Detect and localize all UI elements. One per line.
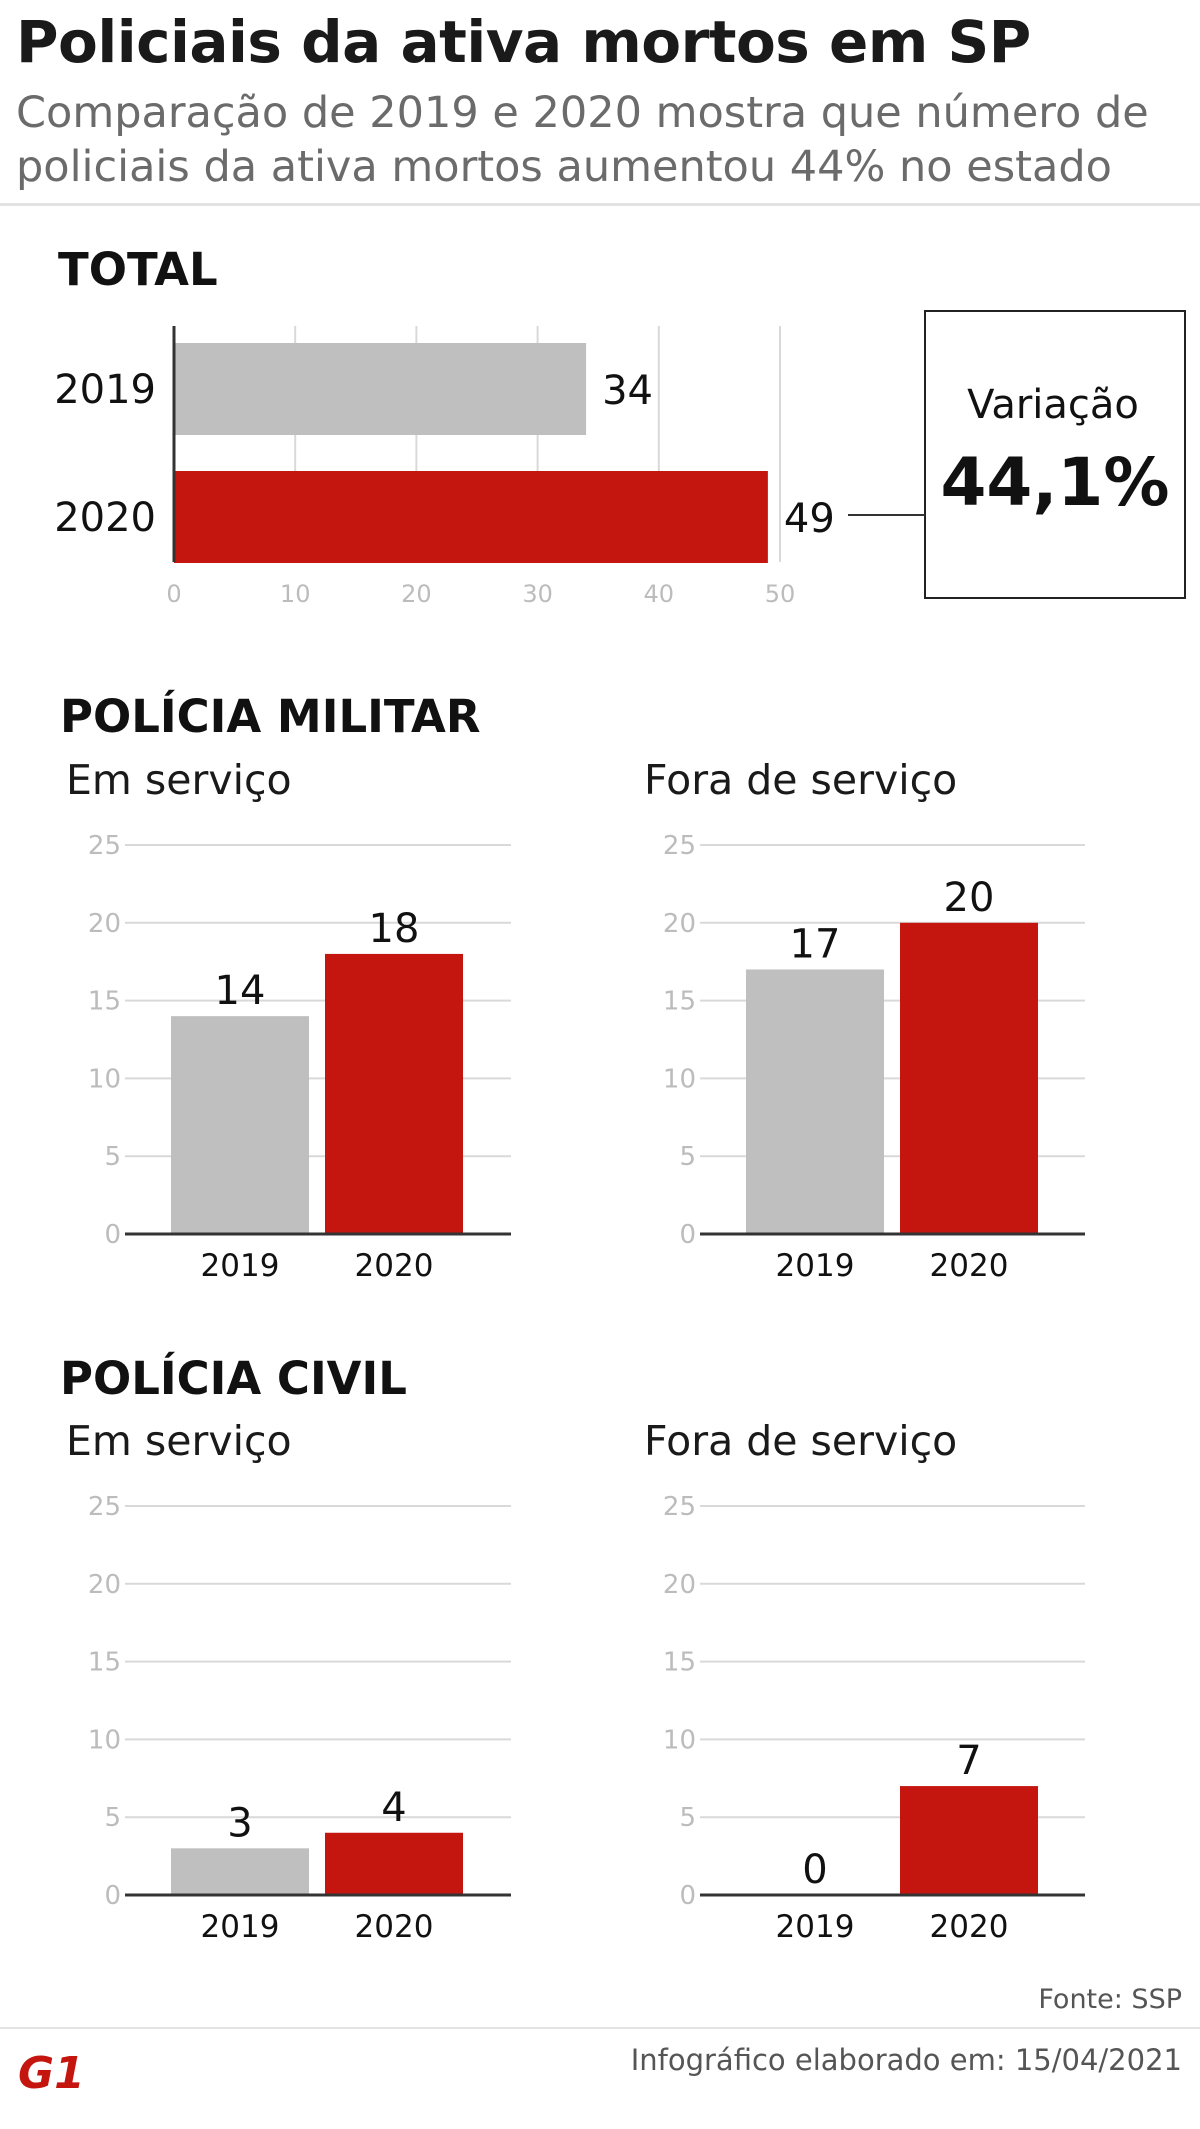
variation-box: Variação 44,1% (848, 310, 1186, 599)
pm_fora-bar-2019 (746, 969, 884, 1234)
subtitle-pm-em-servico: Em serviço (66, 756, 292, 804)
pm_fora-y-tick-label: 15 (663, 987, 696, 1017)
subtitle-pc-em-servico: Em serviço (66, 1417, 292, 1465)
total-category-label: 2020 (54, 495, 156, 541)
pm_fora-y-tick-label: 5 (679, 1142, 696, 1172)
total-x-tick-label: 10 (280, 580, 311, 608)
pc_em-y-tick-label: 5 (104, 1803, 121, 1833)
pc_em-bar-2020 (325, 1832, 463, 1895)
pc_fora-bar-2020 (900, 1786, 1038, 1895)
pc_fora-y-tick-label: 20 (663, 1570, 696, 1600)
variation-label: Variação (967, 382, 1139, 428)
page-subtitle: Comparação de 2019 e 2020 mostra que núm… (16, 88, 1149, 192)
total-value-label: 49 (784, 496, 835, 542)
total-bar-2020 (174, 471, 768, 563)
pm_em-value-label: 14 (215, 968, 266, 1014)
variation-value: 44,1% (941, 444, 1170, 521)
pc_fora-category-label: 2019 (776, 1909, 855, 1945)
pm_em-y-tick-label: 5 (104, 1142, 121, 1172)
pm_fora-value-label: 17 (790, 921, 841, 967)
pm_fora-category-label: 2020 (930, 1248, 1009, 1284)
page-title: Policiais da ativa mortos em SP (16, 8, 1031, 76)
pc_fora-y-tick-label: 15 (663, 1648, 696, 1678)
pc_fora-y-tick-label: 5 (679, 1803, 696, 1833)
total-x-tick-label: 0 (166, 580, 181, 608)
source-note: Fonte: SSP (1038, 1984, 1182, 2015)
subtitle-pc-fora-servico: Fora de serviço (644, 1417, 958, 1465)
pm_fora-category-label: 2019 (776, 1248, 855, 1284)
pc_em-category-label: 2020 (355, 1909, 434, 1945)
pc_em-y-tick-label: 20 (88, 1570, 121, 1600)
pm_fora-bar-2020 (900, 922, 1038, 1234)
pm_fora-value-label: 20 (944, 875, 995, 921)
pm_em-y-tick-label: 20 (88, 909, 121, 939)
pm_em-y-tick-label: 15 (88, 987, 121, 1017)
total-x-tick-label: 40 (644, 580, 675, 608)
pm_fora-y-tick-label: 10 (663, 1064, 696, 1094)
pm_fora-y-tick-label: 20 (663, 909, 696, 939)
pm_em-category-label: 2019 (201, 1248, 280, 1284)
pc_fora-category-label: 2020 (930, 1909, 1009, 1945)
pc_em-bar-2019 (171, 1848, 309, 1895)
pc_em-value-label: 4 (381, 1785, 406, 1831)
pm_em-y-tick-label: 10 (88, 1064, 121, 1094)
header: Policiais da ativa mortos em SP Comparaç… (0, 0, 1200, 203)
total-bar-chart: 0 10 20 30 40 50 2019 34 2020 49 (54, 326, 835, 608)
pm_em-category-label: 2020 (355, 1248, 434, 1284)
pc_em-category-label: 2019 (201, 1909, 280, 1945)
pm_fora-y-tick-label: 0 (679, 1220, 696, 1250)
header-divider (0, 203, 1200, 206)
pc_fora-y-tick-label: 10 (663, 1725, 696, 1755)
total-bar-2019 (174, 343, 587, 435)
pc_em-y-tick-label: 25 (88, 1492, 121, 1522)
pc_em-y-tick-label: 0 (104, 1881, 121, 1911)
subtitle-pm-fora-servico: Fora de serviço (644, 756, 958, 804)
section-title-policia-militar: POLÍCIA MILITAR (60, 690, 481, 743)
pc_em-value-label: 3 (227, 1800, 252, 1846)
pc-fora-servico-chart: 0 5 10 15 20 25 0 2019 7 2020 (663, 1492, 1085, 1945)
pc-em-servico-chart: 0 5 10 15 20 25 3 2019 4 2020 (88, 1492, 511, 1945)
pc_fora-value-label: 7 (956, 1738, 981, 1784)
total-value-label: 34 (602, 368, 653, 414)
total-x-tick-label: 30 (522, 580, 553, 608)
total-category-label: 2019 (54, 367, 156, 413)
total-x-tick-label: 20 (401, 580, 432, 608)
g1-logo: G1 (18, 2048, 92, 2099)
pm_em-y-tick-label: 25 (88, 831, 121, 861)
footer-divider (0, 2027, 1200, 2029)
pm_em-bar-2020 (325, 953, 463, 1234)
total-x-tick-label: 50 (765, 580, 796, 608)
pc_fora-y-tick-label: 25 (663, 1492, 696, 1522)
pc_fora-value-label: 0 (802, 1847, 827, 1893)
pm-em-servico-chart: 0 5 10 15 20 25 14 2019 18 2020 (88, 831, 511, 1284)
pc_em-y-tick-label: 15 (88, 1648, 121, 1678)
pc_fora-y-tick-label: 0 (679, 1881, 696, 1911)
date-note: Infográfico elaborado em: 15/04/2021 (630, 2043, 1182, 2077)
pm_fora-y-tick-label: 25 (663, 831, 696, 861)
variation-border (924, 310, 1186, 599)
pm_em-value-label: 18 (369, 906, 420, 952)
pc_em-y-tick-label: 10 (88, 1725, 121, 1755)
section-title-total: TOTAL (58, 243, 218, 296)
pm_em-y-tick-label: 0 (104, 1220, 121, 1250)
section-title-policia-civil: POLÍCIA CIVIL (60, 1352, 407, 1405)
pm_em-bar-2019 (171, 1016, 309, 1234)
g1-logo-text: G1 (18, 2048, 85, 2094)
